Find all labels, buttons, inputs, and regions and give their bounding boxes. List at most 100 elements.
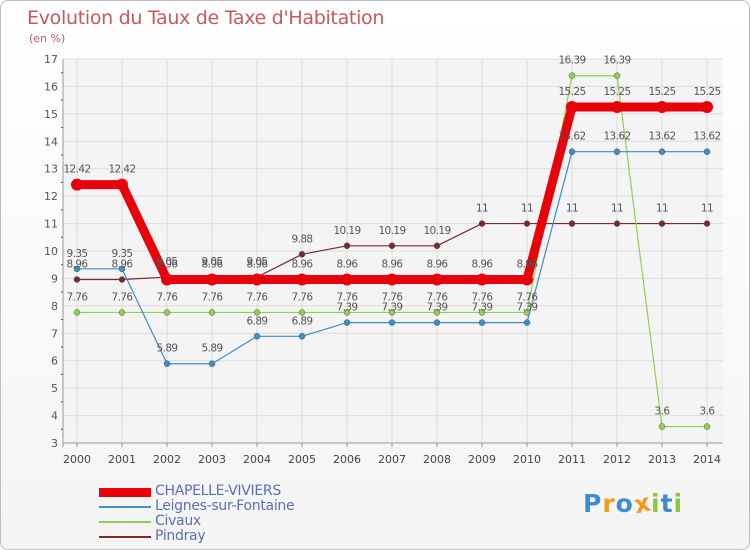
data-point (568, 148, 576, 155)
y-tick-label: 3 (51, 437, 58, 450)
data-point (296, 273, 308, 286)
data-label: 7.76 (247, 291, 269, 303)
data-point (613, 148, 621, 155)
data-point (476, 273, 488, 286)
data-label: 8.96 (382, 259, 404, 271)
data-label: 9.05 (247, 256, 268, 268)
data-label: 8.96 (202, 259, 224, 271)
data-point (611, 101, 623, 113)
data-label: 8.96 (517, 259, 539, 271)
y-tick-label: 12 (44, 190, 58, 203)
legend-swatch (99, 536, 151, 538)
y-tick-label: 6 (51, 355, 58, 368)
data-point (433, 319, 441, 326)
logo-letter: r (602, 489, 616, 518)
data-label: 7.76 (517, 291, 539, 303)
x-tick-label: 2013 (648, 453, 676, 466)
data-label: 15.25 (693, 86, 720, 98)
logo-letter: P (583, 489, 603, 518)
legend-label: CHAPELLE-VIVIERS (155, 483, 281, 499)
x-tick-label: 2014 (693, 453, 721, 466)
data-label: 11 (476, 203, 488, 215)
data-point (73, 276, 81, 283)
y-tick-label: 9 (51, 272, 58, 285)
x-tick-label: 2006 (333, 453, 361, 466)
data-point (298, 251, 306, 258)
data-point (73, 265, 81, 273)
data-point (523, 220, 531, 227)
data-point (431, 273, 443, 286)
data-label: 10.19 (333, 225, 360, 237)
data-point (116, 178, 128, 191)
y-tick-label: 4 (51, 410, 58, 423)
data-point (253, 333, 261, 340)
data-label: 7.76 (427, 291, 449, 303)
data-label: 10.19 (378, 225, 405, 237)
data-point (161, 273, 173, 286)
data-point (388, 309, 396, 316)
legend-swatch (99, 506, 151, 508)
data-label: 7.76 (382, 291, 404, 303)
data-point (73, 309, 81, 316)
data-label: 7.76 (112, 291, 134, 303)
chart-title: Evolution du Taux de Taxe d'Habitation (27, 7, 385, 29)
data-label: 11 (656, 203, 668, 215)
y-tick-label: 11 (44, 218, 58, 231)
legend-swatch (99, 487, 151, 497)
data-point (703, 220, 711, 227)
data-point (298, 333, 306, 340)
legend-label: Civaux (155, 513, 201, 529)
x-tick-label: 2010 (513, 453, 541, 466)
x-tick-label: 2001 (108, 453, 136, 466)
x-tick-label: 2002 (153, 453, 181, 466)
x-tick-label: 2011 (558, 453, 586, 466)
data-label: 11 (611, 203, 623, 215)
data-point (163, 360, 171, 367)
y-tick-label: 5 (51, 382, 58, 395)
data-label: 11 (566, 203, 578, 215)
y-tick-label: 7 (51, 327, 58, 340)
data-point (701, 101, 713, 113)
legend-label: Pindray (155, 528, 206, 544)
legend-label: Leignes-sur-Fontaine (155, 498, 295, 514)
data-point (568, 72, 576, 79)
data-label: 13.62 (558, 131, 585, 143)
x-tick-label: 2005 (288, 453, 316, 466)
data-point (703, 423, 711, 430)
data-point (208, 309, 216, 316)
data-point (118, 309, 126, 316)
data-point (341, 273, 353, 286)
data-label: 6.89 (247, 315, 268, 327)
data-point (478, 220, 486, 227)
data-label: 8.96 (247, 259, 269, 271)
data-label: 9.88 (292, 233, 313, 245)
data-point (613, 72, 621, 79)
data-label: 7.76 (157, 291, 179, 303)
data-point (208, 360, 216, 367)
data-label: 3.6 (700, 406, 716, 418)
proxiti-logo: Proxiti (583, 488, 683, 520)
data-label: 7.76 (292, 291, 314, 303)
data-point (253, 309, 261, 316)
logo-letter: t (660, 489, 674, 518)
data-label: 5.89 (157, 343, 178, 355)
data-point (71, 178, 83, 191)
data-point (251, 273, 263, 286)
data-label: 12.42 (108, 164, 135, 176)
data-point (521, 273, 533, 286)
data-label: 8.96 (157, 259, 179, 271)
data-label: 9.35 (112, 248, 133, 260)
data-label: 7.39 (382, 302, 403, 314)
data-label: 8.96 (427, 259, 449, 271)
x-tick-label: 2009 (468, 453, 496, 466)
data-point (433, 309, 441, 316)
x-tick-label: 2004 (243, 453, 271, 466)
data-point (388, 242, 396, 250)
x-tick-label: 2003 (198, 453, 226, 466)
y-tick-label: 8 (51, 300, 58, 313)
data-label: 8.96 (112, 259, 134, 271)
data-label: 7.76 (337, 291, 359, 303)
legend-swatch (99, 521, 151, 523)
data-label: 7.39 (337, 302, 358, 314)
